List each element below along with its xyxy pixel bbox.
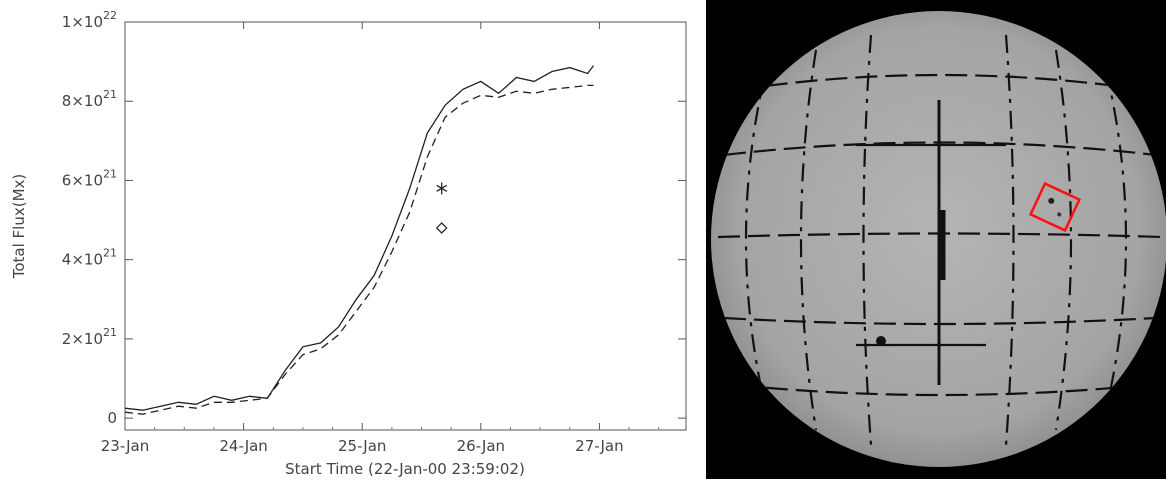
y-tick-label: 2×1021 <box>62 326 117 348</box>
star-marker <box>436 182 448 195</box>
flux-chart: 23-Jan 24-Jan 25-Jan 26-Jan 27-Jan02×10214×1… <box>10 9 687 478</box>
y-tick-label: 1×1022 <box>62 9 117 31</box>
heliographic-grid <box>717 34 1163 446</box>
diamond-marker <box>435 222 448 234</box>
y-axis-label: Total Flux(Mx) <box>10 174 28 280</box>
x-tick-label: 26-Jan <box>457 437 505 455</box>
y-tick-exponent: 21 <box>103 326 117 339</box>
sunspot <box>876 336 886 346</box>
axis-ticks: 23-Jan 24-Jan 25-Jan 26-Jan 27-Jan02×10214×1… <box>62 9 686 455</box>
x-tick-label: 23-Jan <box>101 437 149 455</box>
series-line-dashed <box>124 84 594 415</box>
x-axis-label: Start Time (22-Jan-00 23:59:02) <box>285 460 525 478</box>
series-layer <box>124 65 595 415</box>
y-tick-mantissa: 4×10 <box>62 251 103 269</box>
y-tick-label: 4×1021 <box>62 247 117 269</box>
y-tick-mantissa: 8×10 <box>62 92 103 110</box>
y-tick-mantissa: 2×10 <box>62 330 103 348</box>
y-tick-mantissa: 6×10 <box>62 171 103 189</box>
series-line-solid <box>124 65 595 411</box>
marker-layer <box>435 182 448 234</box>
y-tick-exponent: 21 <box>103 88 117 101</box>
y-tick-label: 8×1021 <box>62 88 117 110</box>
plot-frame <box>124 21 687 431</box>
x-tick-label: 25-Jan <box>338 437 386 455</box>
x-tick-label: 27-Jan <box>575 437 623 455</box>
y-tick-label: 6×1021 <box>62 167 117 189</box>
active-region-box <box>1028 181 1082 233</box>
solar-disk-image <box>706 0 1166 479</box>
y-tick-mantissa: 1×10 <box>62 13 103 31</box>
star-marker-stroke <box>436 184 448 192</box>
y-tick-exponent: 21 <box>103 167 117 180</box>
y-tick-exponent: 21 <box>103 247 117 260</box>
y-tick-label: 0 <box>107 409 117 427</box>
solar-disk-svg <box>711 11 1166 467</box>
y-tick-mantissa: 0 <box>107 409 117 427</box>
y-tick-exponent: 22 <box>103 9 117 22</box>
x-tick-label: 24-Jan <box>219 437 267 455</box>
